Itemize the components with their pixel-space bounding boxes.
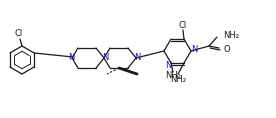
- Text: O: O: [223, 44, 230, 53]
- Text: N: N: [165, 61, 171, 70]
- Text: N: N: [102, 53, 108, 61]
- Text: Cl: Cl: [15, 29, 23, 38]
- Text: N: N: [191, 44, 197, 53]
- Text: NH₂: NH₂: [165, 72, 181, 80]
- Text: N: N: [68, 53, 74, 61]
- Text: N: N: [134, 53, 140, 61]
- Text: Cl: Cl: [179, 21, 187, 30]
- Text: NH₂: NH₂: [223, 30, 239, 40]
- Text: NH₂: NH₂: [170, 74, 186, 84]
